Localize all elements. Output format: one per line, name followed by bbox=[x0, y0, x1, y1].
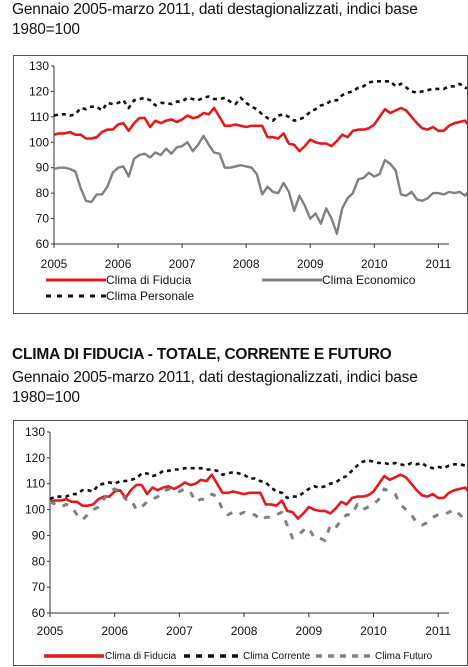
y-tick-label: 80 bbox=[36, 186, 50, 200]
chart1-panel: 60 70 80 90 100 110 120 130 2005 2006 2007 2008 2009… bbox=[13, 55, 468, 314]
legend-label-fiducia: Clima di Fiducia bbox=[105, 651, 177, 662]
series-line-clima-di-fiducia bbox=[49, 473, 467, 520]
chart2-svg: 60 70 80 90 100 110 120 130 2005 2006 2007 2008 2009… bbox=[25, 425, 467, 662]
y-tick-label: 110 bbox=[30, 110, 49, 124]
chart2-panel: 60 70 80 90 100 110 120 130 2005 2006 2007 2008 2009… bbox=[13, 420, 468, 666]
y-tick-label: 70 bbox=[32, 580, 46, 594]
series-line-clima-personale bbox=[53, 79, 467, 122]
chart2-title: CLIMA DI FIDUCIA - TOTALE, CORRENTE E FU… bbox=[12, 346, 392, 363]
y-tick-label: 120 bbox=[29, 84, 49, 98]
x-tick-label: 2010 bbox=[360, 624, 387, 638]
series-line-clima-corrente bbox=[49, 459, 467, 501]
series-line-clima-economico bbox=[53, 134, 467, 236]
y-tick-label: 60 bbox=[36, 237, 50, 251]
y-tick-label: 100 bbox=[25, 503, 45, 517]
x-tick-label: 2008 bbox=[233, 257, 260, 271]
x-tick-label: 2009 bbox=[297, 257, 324, 271]
y-tick-label: 130 bbox=[29, 59, 49, 73]
legend-label-fiducia: Clima di Fiducia bbox=[106, 273, 192, 287]
legend-label-economico: Clima Economico bbox=[322, 273, 416, 287]
chart1-svg: 60 70 80 90 100 110 120 130 2005 2006 2007 2008 2009… bbox=[29, 59, 467, 303]
y-tick-label: 110 bbox=[26, 477, 45, 491]
series-line-clima-di-fiducia bbox=[53, 106, 467, 153]
y-tick-label: 90 bbox=[36, 161, 50, 175]
x-tick-label: 2008 bbox=[231, 624, 258, 638]
x-tick-label: 2007 bbox=[169, 257, 196, 271]
y-tick-label: 120 bbox=[25, 451, 45, 465]
x-tick-label: 2009 bbox=[295, 624, 322, 638]
chart2-subtitle: Gennaio 2005-marzo 2011, dati destagiona… bbox=[12, 369, 418, 406]
legend-label-corrente: Clima Corrente bbox=[243, 651, 311, 662]
y-tick-label: 60 bbox=[32, 606, 46, 620]
x-tick-label: 2011 bbox=[425, 257, 451, 271]
y-tick-label: 90 bbox=[32, 528, 46, 542]
y-tick-label: 70 bbox=[36, 212, 50, 226]
legend-label-futuro: Clima Futuro bbox=[375, 651, 433, 662]
chart1-subtitle: Gennaio 2005-marzo 2011, dati destagiona… bbox=[12, 1, 418, 38]
series-line-clima-futuro bbox=[49, 487, 467, 543]
x-tick-label: 2006 bbox=[101, 624, 128, 638]
x-tick-label: 2005 bbox=[37, 624, 64, 638]
x-tick-label: 2005 bbox=[41, 257, 68, 271]
x-tick-label: 2010 bbox=[361, 257, 388, 271]
x-tick-label: 2007 bbox=[166, 624, 193, 638]
x-tick-label: 2011 bbox=[425, 624, 451, 638]
y-tick-label: 130 bbox=[25, 425, 45, 439]
y-tick-label: 100 bbox=[29, 135, 49, 149]
x-tick-label: 2006 bbox=[105, 257, 132, 271]
y-tick-label: 80 bbox=[32, 554, 46, 568]
legend-label-personale: Clima Personale bbox=[106, 289, 194, 303]
